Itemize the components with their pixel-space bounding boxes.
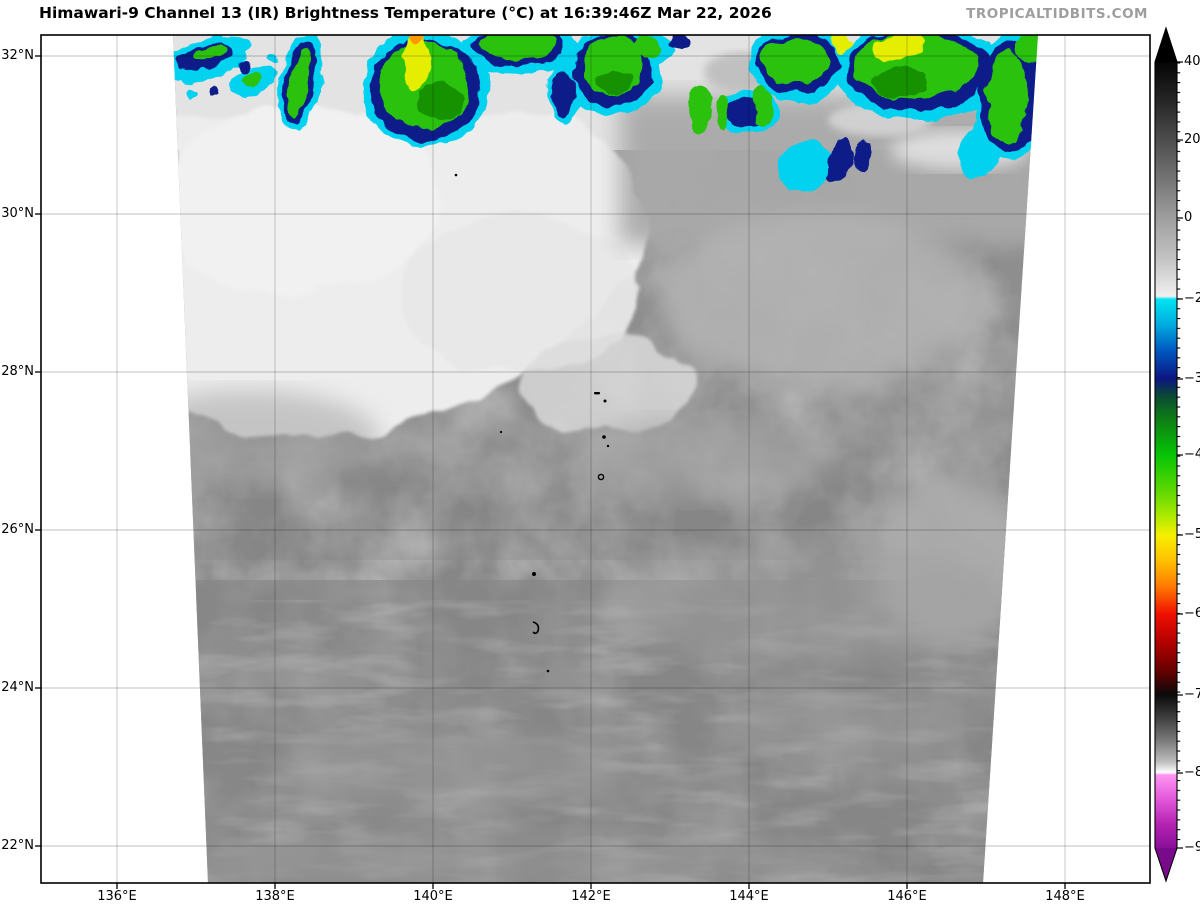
colorbar-tick-label: −60 (1184, 606, 1200, 621)
x-tick-label: 146°E (887, 889, 927, 904)
x-tick-label: 140°E (413, 889, 453, 904)
y-tick-label: 28°N (1, 364, 34, 379)
colorbar-tick-label: −40 (1184, 447, 1200, 462)
colorbar-tick-label: −80 (1184, 765, 1200, 780)
colorbar-arrow-top (1155, 28, 1177, 62)
colorbar (1154, 26, 1183, 883)
axis-ticks (35, 55, 1066, 889)
map-frame (40, 34, 1151, 884)
satellite-image (173, 35, 1038, 883)
x-tick-label: 144°E (729, 889, 769, 904)
islands (454, 173, 610, 673)
x-tick-label: 148°E (1045, 889, 1085, 904)
midlevel-clouds (173, 215, 1025, 883)
colorbar-tick-label: −30 (1184, 371, 1200, 386)
colorbar-major-ticks (1177, 61, 1183, 849)
watermark: TROPICALTIDBITS.COM (966, 6, 1148, 22)
colorbar-tick-label: −70 (1184, 687, 1200, 702)
x-tick-label: 136°E (97, 889, 137, 904)
chart-title: Himawari-9 Channel 13 (IR) Brightness Te… (39, 4, 772, 22)
colorbar-tick-label: 20 (1184, 132, 1200, 147)
colorbar-tick-label: −20 (1184, 291, 1200, 306)
colorbar-tick-label: 0 (1184, 210, 1193, 225)
y-tick-label: 26°N (1, 522, 34, 537)
y-tick-label: 30°N (1, 206, 34, 221)
y-tick-label: 24°N (1, 680, 34, 695)
colorbar-tick-label: −50 (1184, 527, 1200, 542)
white-cloud-mass (173, 105, 695, 438)
colorbar-gradient (1155, 62, 1177, 848)
grid-lines (41, 35, 1150, 883)
colorbar-tick-label: 40 (1184, 54, 1200, 69)
colorbar-tick-label: −90 (1184, 840, 1200, 855)
colorbar-arrow-bottom (1155, 848, 1177, 881)
y-tick-label: 22°N (1, 838, 34, 853)
x-tick-label: 142°E (571, 889, 611, 904)
convection-band (173, 35, 1038, 191)
x-tick-label: 138°E (255, 889, 295, 904)
y-tick-label: 32°N (1, 48, 34, 63)
convection-darkgreen-layer (418, 68, 930, 120)
